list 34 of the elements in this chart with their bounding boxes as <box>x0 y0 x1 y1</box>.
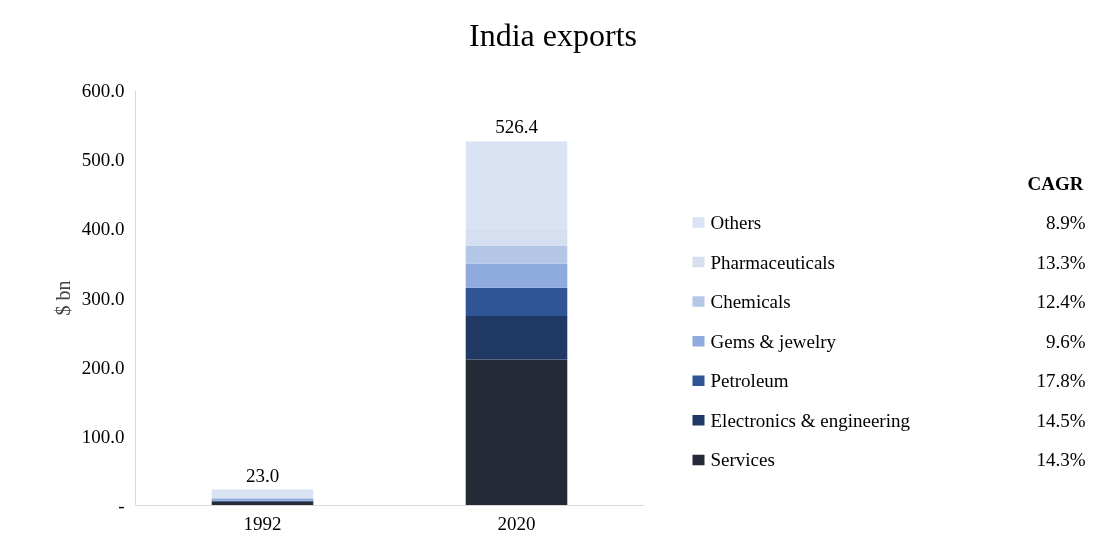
bar <box>465 263 568 288</box>
y-axis-title: $ bn <box>51 280 74 316</box>
chart-title: India exports <box>469 16 637 55</box>
bar <box>465 359 568 506</box>
y-tick-label: 600.0 <box>81 80 125 101</box>
bar <box>211 489 314 498</box>
y-tick-label: - <box>118 495 125 516</box>
bar <box>465 287 568 316</box>
y-tick-label: 200.0 <box>81 356 125 378</box>
text: 13.3% <box>1036 251 1086 273</box>
text: 14.3% <box>1036 449 1086 471</box>
bar <box>465 315 568 360</box>
legend-label: Pharmaceuticals <box>710 251 836 273</box>
y-tick-label: 500.0 <box>81 149 125 171</box>
total-label: 526.4 <box>495 116 539 138</box>
legend-label: Electronics & engineering <box>710 409 911 431</box>
text: 14.5% <box>1036 409 1086 431</box>
y-tick-label: 300.0 <box>81 287 125 309</box>
legend-label: Chemicals <box>710 291 791 313</box>
total-label: 23.0 <box>245 464 280 486</box>
legend-label: Services <box>710 449 775 471</box>
text: 9.6% <box>1045 330 1086 352</box>
legend-label: Others <box>710 211 762 233</box>
x-tick-label: 1992 <box>243 512 282 534</box>
legend-title: CAGR <box>1027 173 1084 195</box>
legend-label: Petroleum <box>710 370 789 392</box>
x-tick-label: 2020 <box>497 512 536 534</box>
text: 17.8% <box>1036 370 1086 392</box>
text: 12.4% <box>1036 291 1086 313</box>
y-tick-label: 400.0 <box>81 218 125 240</box>
legend-label: Gems & jewelry <box>710 330 837 352</box>
y-tick-label: 100.0 <box>81 425 125 447</box>
bar <box>465 245 568 264</box>
text: 8.9% <box>1045 211 1086 233</box>
